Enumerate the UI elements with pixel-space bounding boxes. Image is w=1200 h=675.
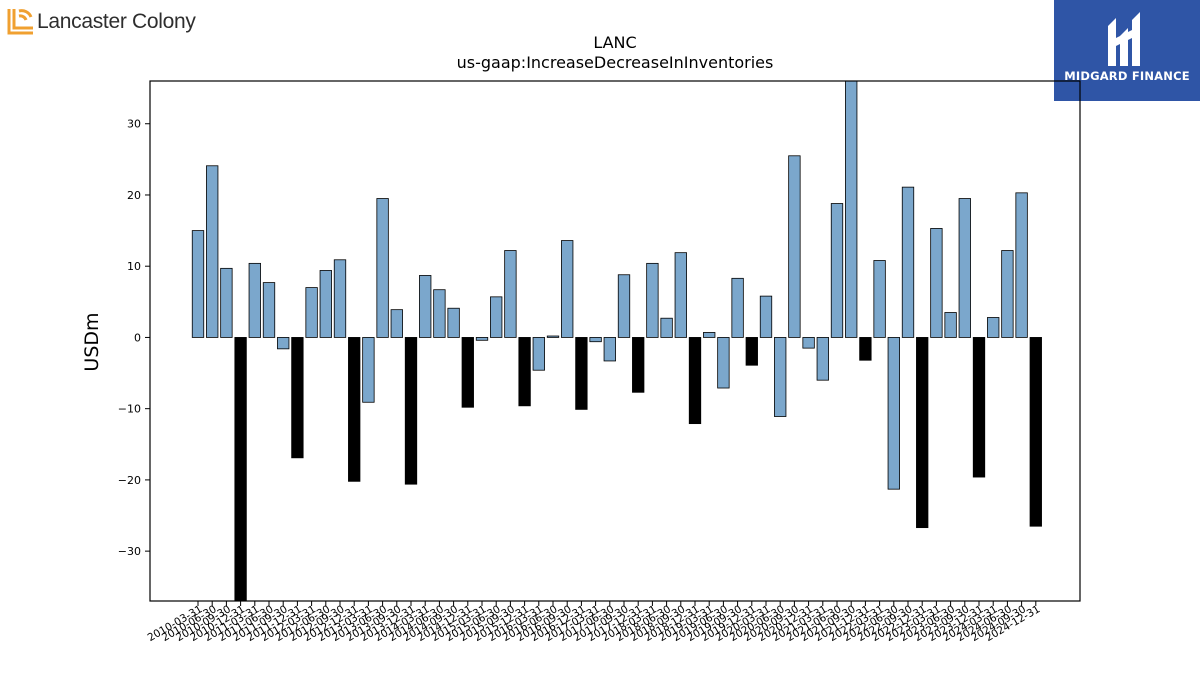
bar-2011-09-30 bbox=[277, 337, 290, 350]
y-tick-label: 0 bbox=[134, 331, 141, 344]
bar-2012-09-30 bbox=[333, 259, 347, 338]
bar-2017-03-31 bbox=[589, 337, 602, 343]
bar-2021-09-30 bbox=[845, 81, 858, 338]
bar-2014-03-31 bbox=[419, 275, 432, 338]
bar-2010-03-31 bbox=[191, 230, 205, 338]
bar-2024-03-31 bbox=[987, 317, 1000, 338]
bar-2024-12-31 bbox=[1029, 337, 1042, 527]
bar-2019-03-31 bbox=[703, 332, 716, 338]
bar-2023-03-31 bbox=[930, 228, 943, 338]
midgard-finance-logo-icon bbox=[1108, 12, 1140, 66]
bar-2022-06-30 bbox=[887, 337, 900, 490]
bar-2016-09-30 bbox=[561, 240, 574, 338]
bar-2015-06-30 bbox=[490, 296, 503, 338]
bar-2018-12-31 bbox=[688, 337, 702, 425]
brand-logo-box: MIDGARD FINANCE bbox=[1054, 0, 1200, 101]
bar-2018-06-30 bbox=[660, 317, 673, 338]
bar-2020-09-30 bbox=[788, 155, 801, 338]
bar-2022-09-30 bbox=[901, 186, 915, 338]
x-axis: 2010-03-312010-06-302010-09-302010-12-31… bbox=[146, 601, 1042, 644]
bar-2021-03-31 bbox=[816, 337, 829, 381]
bar-2015-03-31 bbox=[475, 337, 489, 341]
bar-2013-09-30 bbox=[390, 309, 403, 338]
bar-2011-03-31 bbox=[248, 262, 261, 338]
y-axis-label: USDm bbox=[81, 312, 103, 371]
bar-2024-06-30 bbox=[1001, 250, 1014, 338]
bar-2019-06-30 bbox=[717, 337, 730, 389]
bar-2014-09-30 bbox=[447, 307, 460, 338]
y-tick-label: −20 bbox=[118, 474, 141, 487]
chart-title: LANC bbox=[593, 33, 636, 52]
y-tick-label: −10 bbox=[118, 403, 141, 416]
bar-2023-06-30 bbox=[944, 312, 957, 338]
bar-2020-12-31 bbox=[802, 337, 815, 349]
y-tick-label: 20 bbox=[127, 189, 141, 202]
bar-2014-12-31 bbox=[461, 337, 474, 408]
bar-2012-03-31 bbox=[305, 287, 318, 338]
bar-2022-03-31 bbox=[873, 260, 886, 338]
company-name: Lancaster Colony bbox=[37, 10, 196, 33]
bar-2013-06-30 bbox=[376, 198, 389, 338]
bar-2017-12-31 bbox=[632, 337, 645, 393]
lancaster-colony-logo-icon bbox=[7, 9, 33, 35]
bars-group bbox=[191, 81, 1042, 601]
bar-2022-12-31 bbox=[916, 337, 929, 529]
bar-2020-06-30 bbox=[774, 337, 787, 417]
bar-2021-06-30 bbox=[830, 203, 844, 338]
bar-2013-12-31 bbox=[404, 337, 418, 485]
brand-name: MIDGARD FINANCE bbox=[1064, 69, 1190, 83]
bar-2016-03-31 bbox=[532, 337, 545, 371]
bar-2018-03-31 bbox=[646, 262, 659, 338]
bar-2012-06-30 bbox=[319, 270, 332, 338]
bar-2016-12-31 bbox=[575, 337, 588, 410]
y-tick-label: 30 bbox=[127, 118, 141, 131]
bar-2011-06-30 bbox=[262, 282, 276, 338]
bar-2015-12-31 bbox=[518, 337, 531, 407]
y-tick-label: −30 bbox=[118, 545, 141, 558]
bar-2016-06-30 bbox=[546, 335, 560, 338]
bar-2017-06-30 bbox=[603, 337, 616, 362]
bar-2018-09-30 bbox=[674, 252, 687, 338]
bar-2011-12-31 bbox=[291, 337, 304, 459]
bar-2010-12-31 bbox=[234, 337, 247, 601]
bar-2021-12-31 bbox=[859, 337, 872, 361]
bar-2023-09-30 bbox=[958, 198, 971, 338]
bar-2015-09-30 bbox=[504, 250, 517, 338]
bar-2013-03-31 bbox=[362, 337, 375, 403]
bar-2010-09-30 bbox=[220, 267, 233, 338]
bar-2017-09-30 bbox=[617, 274, 631, 338]
bar-2024-09-30 bbox=[1015, 192, 1028, 338]
y-axis: −30 −20 −10 0 10 20 30 bbox=[118, 118, 150, 558]
company-logo: Lancaster Colony bbox=[5, 5, 196, 39]
chart-subtitle: us-gaap:IncreaseDecreaseInInventories bbox=[457, 53, 774, 72]
y-tick-label: 10 bbox=[127, 260, 141, 273]
bar-2014-06-30 bbox=[433, 289, 446, 338]
bar-2019-12-31 bbox=[745, 337, 758, 366]
bar-2010-06-30 bbox=[206, 165, 219, 338]
bar-2019-09-30 bbox=[731, 277, 744, 338]
bar-2023-12-31 bbox=[972, 337, 986, 478]
bar-2020-03-31 bbox=[759, 295, 773, 338]
plot-frame bbox=[149, 80, 1081, 602]
bar-2012-12-31 bbox=[348, 337, 361, 482]
